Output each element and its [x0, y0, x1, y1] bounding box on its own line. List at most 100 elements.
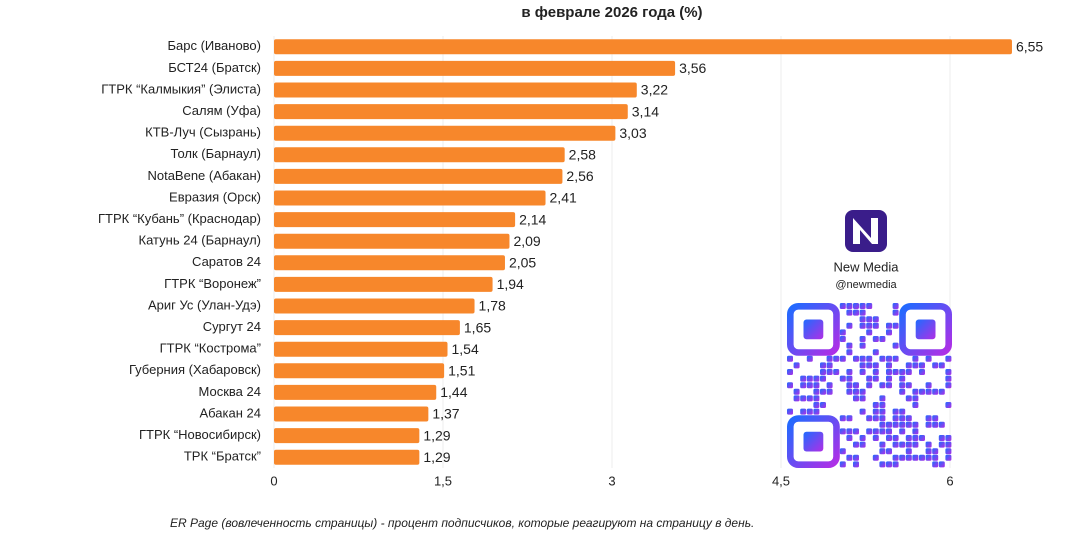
qr-module: [905, 454, 912, 461]
qr-module: [892, 309, 899, 316]
qr-module: [853, 303, 859, 309]
qr-module: [892, 461, 899, 468]
y-tick-label: ТРК “Братск”: [184, 449, 261, 464]
qr-module: [879, 402, 886, 408]
qr-module: [866, 415, 873, 422]
bar: [274, 82, 637, 98]
qr-module: [945, 441, 952, 448]
logo: [845, 210, 887, 252]
x-tick-label: 1,5: [434, 473, 452, 488]
qr-module: [872, 454, 879, 461]
qr-module: [813, 395, 820, 402]
qr-module: [846, 435, 853, 441]
qr-module: [866, 303, 873, 309]
qr-module: [846, 428, 853, 435]
qr-module: [892, 355, 899, 362]
y-tick-label: Ариг Ус (Улан-Удэ): [148, 297, 261, 312]
qr-module: [846, 349, 853, 356]
value-label: 1,29: [423, 449, 450, 465]
qr-module: [853, 428, 859, 435]
qr-module: [879, 382, 886, 389]
qr-module: [820, 369, 826, 375]
qr-module: [813, 408, 820, 415]
qr-module: [919, 388, 925, 395]
qr-module: [820, 388, 826, 395]
x-tick-label: 4,5: [772, 473, 790, 488]
value-label: 3,14: [632, 103, 659, 119]
qr-finder-core: [803, 431, 824, 452]
qr-module: [938, 421, 945, 428]
value-label: 2,05: [509, 255, 536, 271]
brand-name: New Media: [833, 259, 899, 274]
qr-module: [787, 369, 793, 375]
qr-module: [813, 402, 820, 408]
qr-module: [905, 362, 912, 369]
value-label: 2,09: [513, 233, 540, 249]
qr-module: [886, 369, 892, 375]
logo-mark: [853, 218, 878, 244]
value-label: 1,94: [497, 276, 524, 292]
qr-module: [853, 309, 859, 316]
qr-module: [932, 461, 939, 468]
y-tick-label: ГТРК “Кострома”: [160, 341, 261, 356]
qr-module: [945, 382, 952, 389]
qr-module: [826, 355, 833, 362]
qr-module: [839, 336, 846, 342]
plot-area: 0 1,5 3 4,5 6 Барс (Иваново) 6,55 БСТ24 (Братск…: [98, 36, 1043, 488]
value-label: 1,54: [452, 341, 479, 357]
qr-module: [925, 448, 932, 455]
qr-module: [879, 395, 886, 402]
qr-module: [872, 435, 879, 441]
qr-module: [846, 342, 853, 349]
qr-module: [879, 421, 886, 428]
qr-module: [879, 441, 886, 448]
qr-module: [899, 382, 906, 389]
bar: [274, 125, 616, 141]
bar: [274, 428, 420, 444]
qr-module: [892, 303, 899, 309]
qr-module: [872, 369, 879, 375]
qr-module: [853, 355, 859, 362]
qr-module: [859, 322, 866, 329]
qr-module: [820, 402, 826, 408]
x-tick-label: 0: [270, 473, 277, 488]
qr-finder-core: [803, 319, 824, 340]
qr-module: [879, 355, 886, 362]
qr-module: [859, 435, 866, 441]
qr-module: [793, 395, 800, 402]
qr-module: [938, 362, 945, 369]
y-tick-label: Барс (Иваново): [168, 38, 262, 53]
qr-module: [879, 336, 886, 342]
qr-module: [938, 388, 945, 395]
qr-module: [866, 375, 873, 382]
qr-module: [839, 375, 846, 382]
qr-module: [905, 448, 912, 455]
qr-module: [866, 329, 873, 336]
qr-module: [879, 448, 886, 455]
qr-module: [800, 375, 807, 382]
qr-module: [899, 454, 906, 461]
qr-module: [912, 355, 919, 362]
value-label: 2,41: [550, 190, 577, 206]
qr-module: [839, 415, 846, 422]
value-label: 3,56: [679, 60, 706, 76]
qr-module: [919, 454, 925, 461]
qr-finder: [899, 302, 953, 356]
bar: [274, 341, 448, 357]
qr-module: [872, 428, 879, 435]
qr-module: [938, 461, 945, 468]
qr-module: [859, 441, 866, 448]
qr-module: [879, 428, 886, 435]
qr-module: [905, 435, 912, 441]
footnote: ER Page (вовлеченность страницы) - проце…: [170, 516, 754, 530]
qr-module: [899, 408, 906, 415]
qr-module: [859, 369, 866, 375]
qr-module: [879, 408, 886, 415]
qr-module: [912, 362, 919, 369]
y-tick-label: Катунь 24 (Барнаул): [139, 233, 261, 248]
qr-module: [886, 329, 892, 336]
qr-module: [859, 316, 866, 323]
qr-finder: [786, 302, 840, 356]
qr-module: [945, 454, 952, 461]
